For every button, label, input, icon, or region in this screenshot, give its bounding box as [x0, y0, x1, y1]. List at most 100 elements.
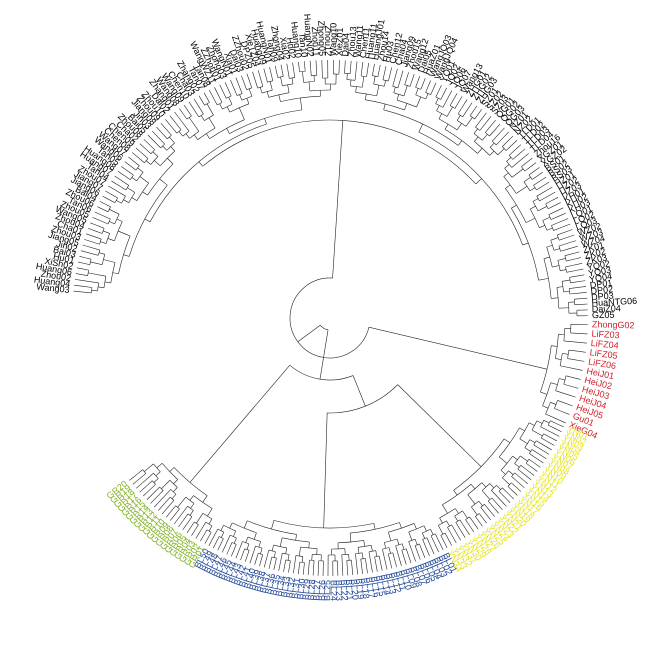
cluster-2-branch: [508, 470, 514, 475]
cluster-0-arc: [160, 143, 165, 149]
cluster-2-arc: [529, 449, 533, 454]
cluster-2-arc: [519, 422, 530, 440]
cluster-1-arc: [563, 375, 567, 385]
cluster-0-branch: [219, 103, 223, 110]
leaf-label: Zhou11: [310, 26, 322, 56]
cluster-0-branch: [95, 236, 102, 240]
leaf-branch: [74, 284, 86, 287]
cluster-0-branch: [511, 168, 524, 178]
cluster-0-arc: [568, 288, 571, 295]
cluster-0-arc: [204, 114, 214, 121]
cluster-3-branch: [289, 560, 291, 567]
cluster-2-branch: [491, 490, 505, 505]
leaf-branch: [581, 274, 585, 276]
leaf-branch: [477, 109, 482, 115]
leaf-label: BL12: [389, 571, 404, 594]
cluster-2-arc: [491, 485, 497, 491]
cluster-3-branch: [241, 548, 245, 558]
leaf-branch: [269, 67, 272, 75]
cluster-3-arc: [247, 536, 261, 542]
leaf-branch: [293, 563, 296, 574]
cluster-0-branch: [557, 258, 566, 261]
cluster-2-branch: [484, 504, 494, 515]
cluster-0-branch: [449, 98, 455, 106]
cluster-4-arc: [205, 521, 213, 527]
cluster-2-arc: [487, 497, 493, 502]
leaf-branch: [504, 503, 507, 507]
cluster-3-branch: [245, 536, 249, 543]
cluster-0-branch: [546, 244, 553, 248]
cluster-3-branch: [266, 549, 270, 558]
leaf-branch: [361, 567, 363, 574]
cluster-0-branch: [563, 290, 570, 293]
leaf-branch: [524, 474, 532, 480]
leaf-branch: [485, 116, 492, 123]
leaf-branch: [195, 529, 202, 539]
cluster-4-branch: [135, 473, 147, 483]
leaf-label: Zhou02: [40, 269, 72, 283]
cluster-3-arc: [360, 558, 366, 560]
cluster-1-branch: [563, 340, 584, 344]
leaf-branch: [302, 568, 305, 575]
cluster-0-arc: [189, 131, 200, 139]
cluster-2-branch: [529, 422, 535, 426]
leaf-branch: [136, 482, 143, 489]
cluster-3-branch: [363, 540, 366, 547]
cluster-0-branch: [505, 145, 512, 151]
cluster-3-arc: [337, 540, 364, 544]
cluster-2-branch: [462, 510, 468, 519]
cluster-3-branch: [214, 536, 220, 546]
cluster-0-branch: [123, 254, 130, 257]
cluster-3-branch: [283, 559, 287, 569]
leaf-branch: [132, 481, 137, 485]
cluster-0-branch: [259, 87, 263, 94]
cluster-2-branch: [498, 491, 506, 498]
cluster-0-branch: [362, 76, 365, 88]
cluster-0-branch: [536, 189, 548, 197]
cluster-0-branch: [98, 213, 111, 220]
cluster-0-arc: [444, 129, 478, 154]
cluster-0-branch: [300, 97, 303, 110]
leaf-branch: [203, 92, 207, 98]
leaf-label: BL19: [354, 578, 366, 600]
cluster-4-branch: [177, 496, 186, 508]
cluster-0-branch: [511, 157, 525, 168]
cluster-0-branch: [193, 134, 199, 140]
leaf-label: BL18: [359, 577, 372, 599]
cluster-2-branch: [543, 420, 550, 424]
cluster-0-branch: [156, 143, 161, 149]
leaf-branch: [493, 123, 501, 132]
cluster-0-branch: [548, 211, 555, 215]
cluster-0-branch: [531, 175, 538, 180]
cluster-0-branch: [116, 218, 123, 222]
leaf-branch: [244, 555, 248, 562]
leaf-branch: [544, 191, 556, 199]
cluster-3-branch: [220, 525, 224, 531]
cluster-0-arc: [523, 181, 531, 191]
cluster-4-arc: [153, 463, 161, 472]
leaf-label: GZ05: [592, 310, 615, 320]
cluster-3-arc: [219, 536, 224, 539]
cluster-0-branch: [533, 178, 544, 186]
cluster-2-arc: [465, 516, 470, 520]
cluster-0-branch: [404, 78, 407, 85]
cluster-4-branch: [208, 532, 212, 538]
leaf-branch: [99, 201, 106, 205]
leaf-label: HuaNTG06: [591, 296, 637, 308]
cluster-4-branch: [144, 463, 154, 472]
leaf-branch: [533, 468, 538, 472]
cluster-3-branch: [246, 543, 250, 550]
cluster-1-branch: [555, 390, 570, 396]
cluster-2-branch: [489, 483, 495, 489]
cluster-2-branch: [517, 468, 525, 475]
leaf-label: Wang03: [36, 282, 70, 295]
cluster-2-arc: [531, 420, 538, 431]
leaf-label: DaiZ04: [592, 303, 621, 314]
cluster-0-branch: [178, 131, 183, 137]
cluster-3-branch: [226, 535, 231, 544]
cluster-0-branch: [116, 200, 122, 204]
cluster-0-branch: [239, 87, 243, 94]
cluster-0-branch: [216, 92, 223, 103]
cluster-4-branch: [173, 479, 178, 485]
cluster-0-branch: [366, 69, 368, 77]
